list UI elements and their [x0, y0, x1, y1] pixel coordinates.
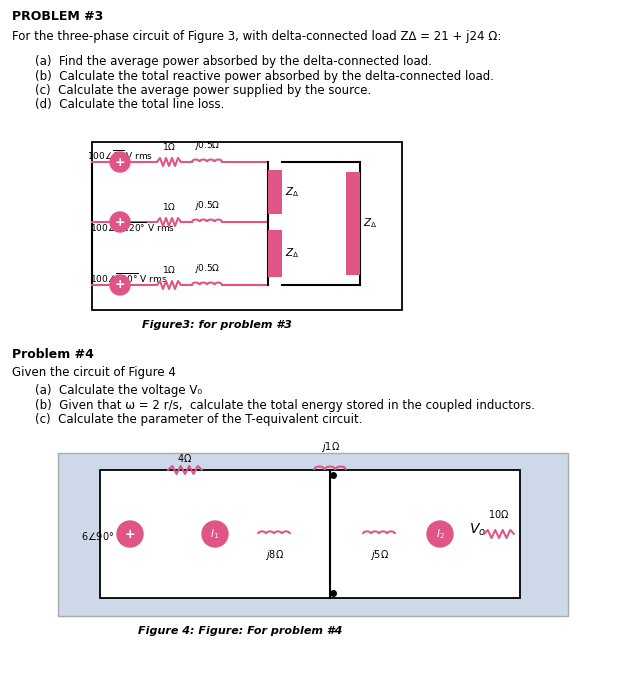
Text: $j$0.5$\Omega$: $j$0.5$\Omega$ [194, 262, 220, 275]
Text: (b)  Calculate the total reactive power absorbed by the delta-connected load.: (b) Calculate the total reactive power a… [35, 70, 494, 83]
Text: $j$0.5$\Omega$: $j$0.5$\Omega$ [194, 139, 220, 152]
Text: Figure3: for problem #3: Figure3: for problem #3 [142, 320, 292, 330]
Text: $Z_\Delta$: $Z_\Delta$ [285, 246, 300, 260]
Text: $j$5$\Omega$: $j$5$\Omega$ [369, 548, 389, 562]
Text: Given the circuit of Figure 4: Given the circuit of Figure 4 [12, 366, 176, 379]
Bar [346, 172, 360, 275]
Text: 100$\angle\overline{-120°}$ V rms: 100$\angle\overline{-120°}$ V rms [90, 220, 175, 234]
Text: 100$\angle\overline{120°}$ V rms: 100$\angle\overline{120°}$ V rms [90, 271, 168, 285]
Text: 10$\Omega$: 10$\Omega$ [489, 508, 510, 520]
Text: +: + [115, 155, 126, 169]
Text: 6$\angle$90° V: 6$\angle$90° V [81, 530, 125, 542]
Text: +: + [115, 279, 126, 291]
Text: 4$\Omega$: 4$\Omega$ [178, 452, 193, 464]
Bar [58, 453, 568, 616]
Text: Problem #4: Problem #4 [12, 348, 94, 361]
Bar [100, 470, 520, 598]
Text: $V_o$: $V_o$ [469, 522, 486, 538]
Text: (c)  Calculate the parameter of the T-equivalent circuit.: (c) Calculate the parameter of the T-equ… [35, 413, 362, 426]
Text: $Z_\Delta$: $Z_\Delta$ [363, 216, 377, 230]
Circle shape [427, 521, 453, 547]
Text: Figure 4: Figure: For problem #4: Figure 4: Figure: For problem #4 [138, 626, 342, 636]
Text: 1$\Omega$: 1$\Omega$ [162, 141, 176, 152]
Text: $Z_\Delta$: $Z_\Delta$ [285, 185, 300, 199]
Bar [268, 230, 282, 277]
Circle shape [202, 521, 228, 547]
Text: 100$\angle\overline{0°}$ V rms: 100$\angle\overline{0°}$ V rms [87, 148, 153, 162]
Text: (c)  Calculate the average power supplied by the source.: (c) Calculate the average power supplied… [35, 84, 371, 97]
Circle shape [110, 275, 130, 295]
Text: (a)  Calculate the voltage V₀: (a) Calculate the voltage V₀ [35, 384, 202, 397]
Text: $j$8$\Omega$: $j$8$\Omega$ [264, 548, 283, 562]
Text: (a)  Find the average power absorbed by the delta-connected load.: (a) Find the average power absorbed by t… [35, 55, 432, 68]
Bar [268, 170, 282, 214]
Circle shape [110, 212, 130, 232]
Text: For the three-phase circuit of Figure 3, with delta-connected load Z∆ = 21 + j24: For the three-phase circuit of Figure 3,… [12, 30, 501, 43]
Text: PROBLEM #3: PROBLEM #3 [12, 10, 103, 23]
Text: (d)  Calculate the total line loss.: (d) Calculate the total line loss. [35, 98, 224, 111]
Bar [92, 142, 402, 310]
Circle shape [110, 152, 130, 172]
Text: (b)  Given that ω = 2 r/s,  calculate the total energy stored in the coupled ind: (b) Given that ω = 2 r/s, calculate the … [35, 399, 535, 412]
Text: 1$\Omega$: 1$\Omega$ [162, 201, 176, 212]
Text: $I_1$: $I_1$ [210, 527, 220, 541]
Text: $I_2$: $I_2$ [436, 527, 445, 541]
Text: $j$1$\Omega$: $j$1$\Omega$ [320, 440, 340, 454]
Text: $j$0.5$\Omega$: $j$0.5$\Omega$ [194, 199, 220, 212]
Text: +: + [115, 216, 126, 228]
Text: +: + [125, 528, 135, 540]
Text: 1$\Omega$: 1$\Omega$ [162, 264, 176, 275]
Circle shape [117, 521, 143, 547]
